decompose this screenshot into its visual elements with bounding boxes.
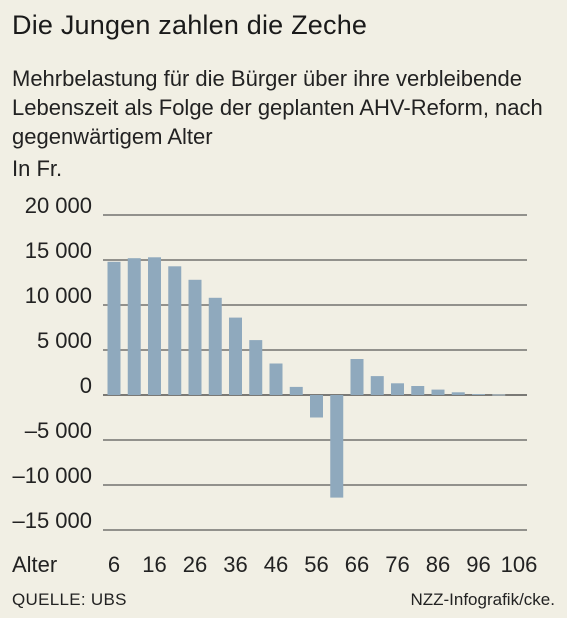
x-tick-label: 16	[142, 552, 166, 577]
bar	[472, 394, 485, 395]
source-note: QUELLE: UBS	[12, 590, 127, 609]
x-tick-label: 56	[304, 552, 328, 577]
bar	[289, 386, 303, 395]
x-tick-label: 86	[426, 552, 450, 577]
y-tick-label: –5 000	[25, 418, 92, 443]
credit-note: NZZ-Infografik/cke.	[410, 590, 555, 609]
bar	[391, 383, 404, 395]
y-tick-label: –15 000	[12, 508, 92, 533]
bars	[107, 257, 506, 498]
bar	[249, 340, 263, 395]
bar	[107, 261, 121, 395]
y-tick-label: 20 000	[25, 193, 92, 218]
x-tick-label: 6	[108, 552, 120, 577]
y-tick-label: –10 000	[12, 463, 92, 488]
bar	[127, 258, 141, 395]
y-tick-label: 10 000	[25, 283, 92, 308]
x-tick-label: 96	[466, 552, 490, 577]
bar	[492, 394, 506, 396]
bar	[451, 392, 465, 395]
x-tick-label: 76	[385, 552, 409, 577]
y-tick-labels: 20 000 15 000 10 000 5 000 0 –5 000 –10 000 –15…	[12, 193, 92, 533]
bar	[168, 266, 182, 395]
x-tick-labels: 6 16 26 36 46 56 66 76 86 96 106	[108, 552, 537, 577]
bar	[310, 395, 323, 418]
bar	[370, 376, 384, 395]
bar	[148, 257, 161, 395]
bar	[350, 359, 364, 395]
bar	[330, 395, 344, 498]
x-tick-label: 26	[183, 552, 207, 577]
x-tick-label: 36	[223, 552, 247, 577]
y-tick-label: 0	[80, 373, 92, 398]
bar	[269, 363, 283, 395]
chart-subtitle: Mehrbelastung für die Bürger über ihre v…	[12, 66, 543, 149]
y-axis-unit: In Fr.	[12, 156, 63, 181]
bar	[411, 386, 425, 395]
y-tick-label: 15 000	[25, 238, 92, 263]
x-tick-label: 46	[264, 552, 288, 577]
x-tick-label: 106	[501, 552, 538, 577]
y-tick-label: 5 000	[37, 328, 92, 353]
bar	[188, 279, 202, 395]
bar	[208, 297, 222, 395]
chart-title: Die Jungen zahlen die Zeche	[12, 10, 368, 40]
bar	[229, 317, 242, 395]
x-tick-label: 66	[345, 552, 369, 577]
gridlines	[103, 214, 527, 531]
x-axis-label: Alter	[12, 552, 57, 577]
bar	[431, 389, 445, 395]
